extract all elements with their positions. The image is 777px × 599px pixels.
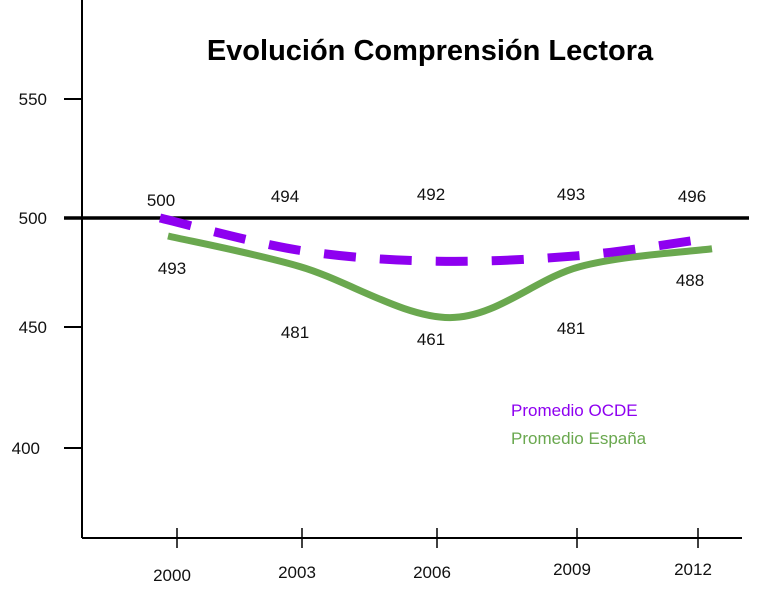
x-tick-label: 2000 <box>153 566 191 585</box>
legend-label-espana: Promedio España <box>511 429 647 448</box>
legend-label-ocde: Promedio OCDE <box>511 401 638 420</box>
data-label-espana: 488 <box>676 271 704 290</box>
y-tick-label: 500 <box>19 209 47 228</box>
data-label-espana: 493 <box>158 259 186 278</box>
x-tick-label: 2003 <box>278 563 316 582</box>
data-label-espana: 461 <box>417 330 445 349</box>
data-label-ocde: 500 <box>147 191 175 210</box>
y-tick-label: 550 <box>19 90 47 109</box>
y-ticks: 550 500 450 400 <box>12 90 82 458</box>
data-labels: 500 494 492 493 496 493 481 461 481 488 <box>147 185 706 349</box>
data-label-ocde: 496 <box>678 187 706 206</box>
x-ticks: 2000 2003 2006 2009 2012 <box>153 528 712 585</box>
data-label-ocde: 492 <box>417 185 445 204</box>
data-label-ocde: 493 <box>557 185 585 204</box>
y-tick-label: 400 <box>12 439 40 458</box>
x-tick-label: 2012 <box>674 560 712 579</box>
series-lines <box>158 213 713 322</box>
x-tick-label: 2006 <box>413 563 451 582</box>
series-line-ocde <box>158 213 701 266</box>
data-label-espana: 481 <box>557 319 585 338</box>
x-tick-label: 2009 <box>553 560 591 579</box>
data-label-ocde: 494 <box>271 187 299 206</box>
series-line-espana <box>167 232 713 322</box>
chart-title: Evolución Comprensión Lectora <box>207 35 654 67</box>
y-tick-label: 450 <box>19 318 47 337</box>
data-label-espana: 481 <box>281 323 309 342</box>
legend: Promedio OCDE Promedio España <box>511 401 647 448</box>
